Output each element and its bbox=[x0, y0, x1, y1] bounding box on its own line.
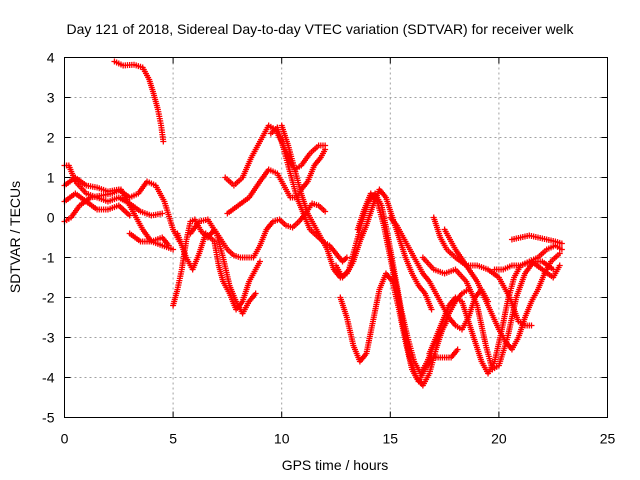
y-tick-label: 0 bbox=[47, 210, 55, 226]
data-series-s11 bbox=[224, 146, 329, 217]
data-point bbox=[160, 138, 167, 145]
y-tick-label: 1 bbox=[47, 170, 55, 186]
data-series-s17 bbox=[387, 214, 492, 333]
y-tick-label: -3 bbox=[42, 330, 55, 346]
data-point bbox=[556, 250, 563, 257]
y-tick-label: -4 bbox=[42, 370, 55, 386]
x-tick-label: 20 bbox=[491, 431, 507, 447]
x-tick-label: 15 bbox=[383, 431, 399, 447]
data-series-s9 bbox=[187, 216, 259, 317]
data-series-s23 bbox=[508, 232, 565, 247]
data-series-s1 bbox=[111, 58, 167, 145]
data-point bbox=[558, 240, 565, 247]
x-axis-label: GPS time / hours bbox=[282, 457, 389, 473]
data-point bbox=[170, 246, 177, 253]
y-tick-label: 2 bbox=[47, 130, 55, 146]
data-series-s8 bbox=[174, 230, 263, 313]
data-markers bbox=[61, 58, 565, 389]
y-tick-label: -5 bbox=[42, 410, 55, 426]
data-point bbox=[454, 346, 461, 353]
x-tick-label: 0 bbox=[61, 431, 69, 447]
plot-frame bbox=[64, 57, 608, 418]
data-series-s6 bbox=[126, 230, 177, 253]
data-series-s5 bbox=[61, 190, 133, 219]
data-point bbox=[256, 258, 263, 265]
y-tick-label: 4 bbox=[47, 50, 55, 66]
data-point bbox=[252, 290, 259, 297]
y-tick-label: 3 bbox=[47, 90, 55, 106]
data-point bbox=[556, 262, 563, 269]
data-point bbox=[558, 246, 565, 253]
data-point bbox=[428, 306, 435, 313]
y-tick-label: -1 bbox=[42, 250, 55, 266]
chart-title: Day 121 of 2018, Sidereal Day-to-day VTE… bbox=[66, 21, 574, 37]
data-point bbox=[343, 254, 350, 261]
data-series-s18 bbox=[419, 254, 557, 373]
data-series-s21 bbox=[441, 226, 563, 353]
data-point bbox=[528, 322, 535, 329]
x-tick-label: 5 bbox=[169, 431, 177, 447]
x-tick-label: 10 bbox=[274, 431, 290, 447]
data-point bbox=[322, 146, 329, 153]
data-point bbox=[322, 208, 329, 215]
y-axis-label: SDTVAR / TECUs bbox=[7, 181, 23, 293]
data-series-s22 bbox=[491, 242, 565, 273]
data-point bbox=[126, 212, 133, 219]
data-point bbox=[159, 210, 166, 217]
y-tick-label: -2 bbox=[42, 290, 55, 306]
tick-labels: 0 5 10 15 20 25 -5 -4 -3 -2 -1 0 1 2 3 4 bbox=[42, 50, 615, 447]
x-tick-label: 25 bbox=[600, 431, 616, 447]
